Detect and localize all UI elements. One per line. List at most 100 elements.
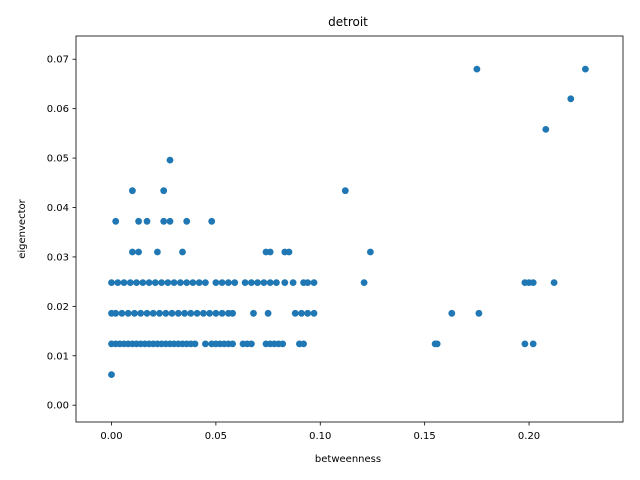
x-tick-label: 0.10 [309,431,331,442]
x-tick-label: 0.05 [205,431,227,442]
scatter-point [248,340,255,348]
scatter-point [120,279,128,286]
scatter-point [156,309,163,317]
scatter-point [529,279,537,286]
scatter-point [160,217,168,225]
scatter-point [112,217,120,225]
y-tick-label: 0.02 [47,302,69,313]
scatter-point [279,340,287,348]
scatter-point [177,279,184,286]
scatter-point [304,309,312,317]
y-tick-label: 0.00 [47,401,69,412]
scatter-point [254,279,261,286]
scatter-point [360,279,368,286]
scatter-point [241,279,249,286]
scatter-point [158,279,166,286]
scatter-point [133,279,140,286]
scatter-point [250,309,257,317]
scatter-point [166,217,174,225]
data-points [108,65,589,378]
scatter-point [195,279,203,286]
y-tick-label: 0.01 [47,351,69,362]
scatter-point [135,248,143,256]
scatter-point [542,125,550,133]
y-axis-label: eigenvector [17,198,28,258]
scatter-point [181,309,189,317]
scatter-point [212,309,220,317]
scatter-point [341,187,349,195]
scatter-point [174,309,182,317]
y-tick-label: 0.07 [47,55,69,66]
scatter-point [473,65,481,73]
x-tick-label: 0.15 [414,431,436,442]
scatter-point [151,279,159,286]
scatter-point [162,309,170,317]
scatter-point [225,279,232,286]
scatter-point [143,217,151,225]
scatter-point [298,309,305,317]
scatter-point [168,309,176,317]
scatter-point [260,279,268,286]
scatter-point [114,279,122,286]
y-tick-label: 0.06 [47,104,69,115]
scatter-point [291,309,299,317]
scatter-point [170,279,178,286]
scatter-point [310,309,318,317]
scatter-point [202,279,209,286]
x-axis-label: betweenness [315,454,381,465]
scatter-point [143,309,151,317]
scatter-point [112,309,120,317]
scatter-point [129,248,136,256]
scatter-point [521,340,529,348]
scatter-point [285,248,293,256]
scatter-point [118,309,126,317]
scatter-point [304,279,312,286]
scatter-point [266,248,274,256]
scatter-point [229,340,237,348]
plot-frame [75,35,624,423]
scatter-point [126,279,134,286]
scatter-point [264,309,272,317]
scatter-point [166,156,174,164]
scatter-point [131,309,138,317]
y-tick-label: 0.03 [47,252,69,263]
scatter-point [202,340,209,348]
scatter-point [248,279,255,286]
scatter-point [160,187,168,195]
x-tick-label: 0.00 [100,431,122,442]
scatter-point [300,340,307,348]
scatter-point [582,65,589,73]
y-axis-ticks: 0.00 0.01 0.02 0.03 0.04 0.05 0.06 0.07 [47,55,76,412]
scatter-point [129,187,136,195]
scatter-point [218,279,226,286]
scatter-point [135,217,143,225]
scatter-point [124,309,132,317]
y-tick-label: 0.05 [47,154,69,165]
chart-title: detroit [328,15,368,29]
scatter-point [187,309,195,317]
scatter-point [289,279,297,286]
scatter-point [183,217,191,225]
scatter-point [367,248,374,256]
scatter-point [310,279,318,286]
scatter-point [145,279,153,286]
scatter-point [191,340,199,348]
x-tick-label: 0.20 [518,431,540,442]
scatter-point [231,279,239,286]
scatter-point [200,309,207,317]
scatter-point [108,371,115,378]
scatter-point [448,309,456,317]
scatter-point [550,279,558,286]
scatter-point [475,309,483,317]
scatter-point [193,309,201,317]
scatter-point [139,279,147,286]
x-axis-ticks: 0.00 0.05 0.10 0.15 0.20 [100,422,540,442]
scatter-point [273,279,280,286]
scatter-point [567,95,575,103]
scatter-point [229,309,237,317]
scatter-point [179,248,186,256]
scatter-point [154,248,161,256]
scatter-point [189,279,197,286]
scatter-point [183,279,191,286]
